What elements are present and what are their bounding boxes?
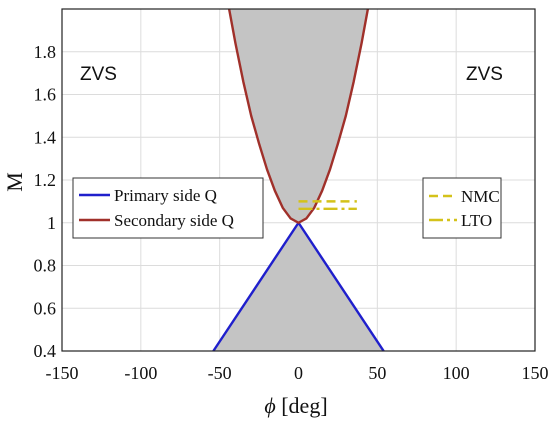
y-tick-label: 1: [47, 213, 56, 233]
legend-label-primary: Primary side Q: [114, 186, 217, 205]
legend-label-nmc: NMC: [461, 187, 500, 206]
x-axis-symbol: ϕ: [264, 393, 275, 418]
legend-right: NMC LTO: [422, 177, 502, 239]
x-axis-unit: [deg]: [281, 393, 327, 418]
x-tick-label: -100: [124, 363, 157, 383]
y-tick-label: 1.2: [34, 170, 57, 190]
y-tick-label: 0.4: [34, 341, 57, 361]
series-secondary-side-q: [227, 8, 370, 224]
x-tick-label: -50: [208, 363, 232, 383]
y-tick-label: 1.6: [34, 85, 57, 105]
region-label-left: ZVS: [80, 64, 117, 85]
x-tick-label: 100: [443, 363, 470, 383]
y-tick-label: 1.8: [34, 42, 57, 62]
y-tick-label: 1.4: [34, 127, 57, 147]
x-tick-label: 50: [368, 363, 386, 383]
region-label-right: ZVS: [466, 64, 503, 85]
legend-left: Primary side Q Secondary side Q: [72, 177, 264, 239]
plot-frame: [61, 8, 536, 352]
series-layer: [212, 8, 385, 352]
x-tick-label: 0: [294, 363, 303, 383]
legend-right-box: [422, 177, 502, 239]
x-axis-label: ϕ [deg]: [264, 393, 327, 418]
legend-left-box: [72, 177, 264, 239]
legend-label-secondary: Secondary side Q: [114, 211, 234, 230]
x-tick-labels: -150 -100 -50 0 50 100 150: [46, 363, 549, 383]
x-tick-label: 150: [522, 363, 549, 383]
y-axis-label: M: [2, 172, 27, 192]
y-tick-labels: 0.4 0.6 0.8 1 1.2 1.4 1.6 1.8: [34, 42, 57, 361]
y-tick-label: 0.8: [34, 256, 57, 276]
legend-label-lto: LTO: [461, 211, 492, 230]
x-tick-label: -150: [46, 363, 79, 383]
non-zvs-region: [213, 9, 384, 351]
y-tick-label: 0.6: [34, 298, 57, 318]
